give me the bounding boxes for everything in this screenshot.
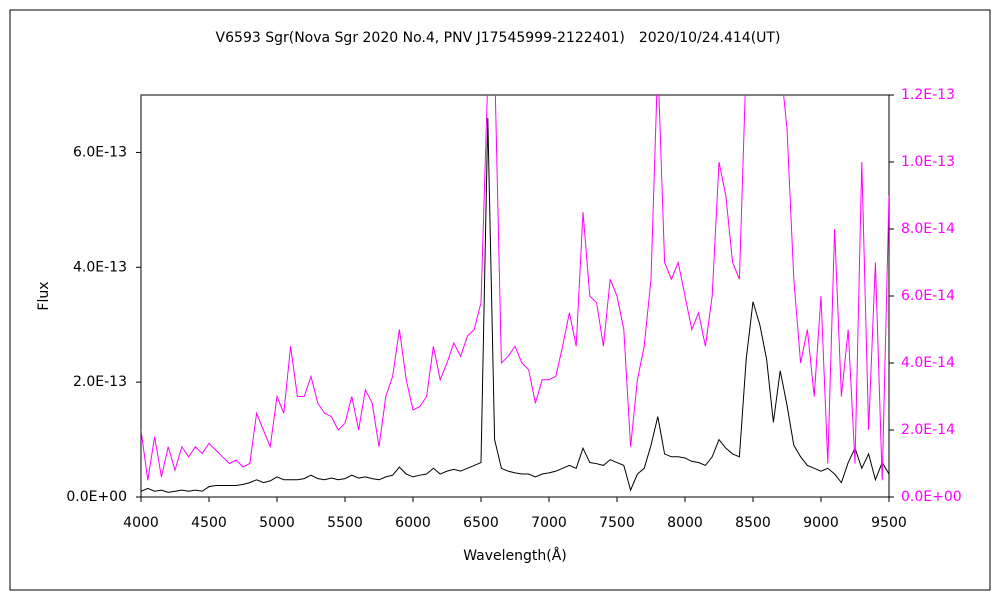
y2-tick-label: 1.0E-13 — [901, 154, 955, 170]
x-tick-label: 9000 — [803, 515, 839, 531]
y2-tick-label: 0.0E+00 — [901, 489, 962, 505]
y2-tick-label: 8.0E-14 — [901, 221, 955, 237]
plot — [141, 95, 889, 493]
series-line — [141, 95, 889, 481]
x-tick-label: 9500 — [871, 515, 907, 531]
x-tick-label: 8500 — [735, 515, 771, 531]
y2-tick-label: 4.0E-14 — [901, 355, 955, 371]
x-tick-label: 5000 — [259, 515, 295, 531]
x-tick-label: 8000 — [667, 515, 703, 531]
y-tick-label: 2.0E-13 — [73, 374, 127, 390]
y-tick-label: 4.0E-13 — [73, 259, 127, 275]
y2-tick-label: 1.2E-13 — [901, 87, 955, 103]
y-axis-label: Flux — [36, 281, 52, 310]
y2-tick-label: 6.0E-14 — [901, 288, 955, 304]
y-tick-label: 0.0E+00 — [66, 489, 127, 505]
x-tick-label: 7500 — [599, 515, 635, 531]
series-line — [141, 117, 889, 493]
x-tick-label: 6500 — [463, 515, 499, 531]
x-tick-label: 4500 — [191, 515, 227, 531]
x-tick-label: 5500 — [327, 515, 363, 531]
y-tick-label: 6.0E-13 — [73, 144, 127, 160]
x-tick-label: 7000 — [531, 515, 567, 531]
x-axis-label: Wavelength(Å) — [463, 547, 567, 564]
y2-tick-label: 2.0E-14 — [901, 422, 955, 438]
x-tick-label: 6000 — [395, 515, 431, 531]
x-tick-label: 4000 — [123, 515, 159, 531]
chart-title: V6593 Sgr(Nova Sgr 2020 No.4, PNV J17545… — [216, 30, 781, 46]
